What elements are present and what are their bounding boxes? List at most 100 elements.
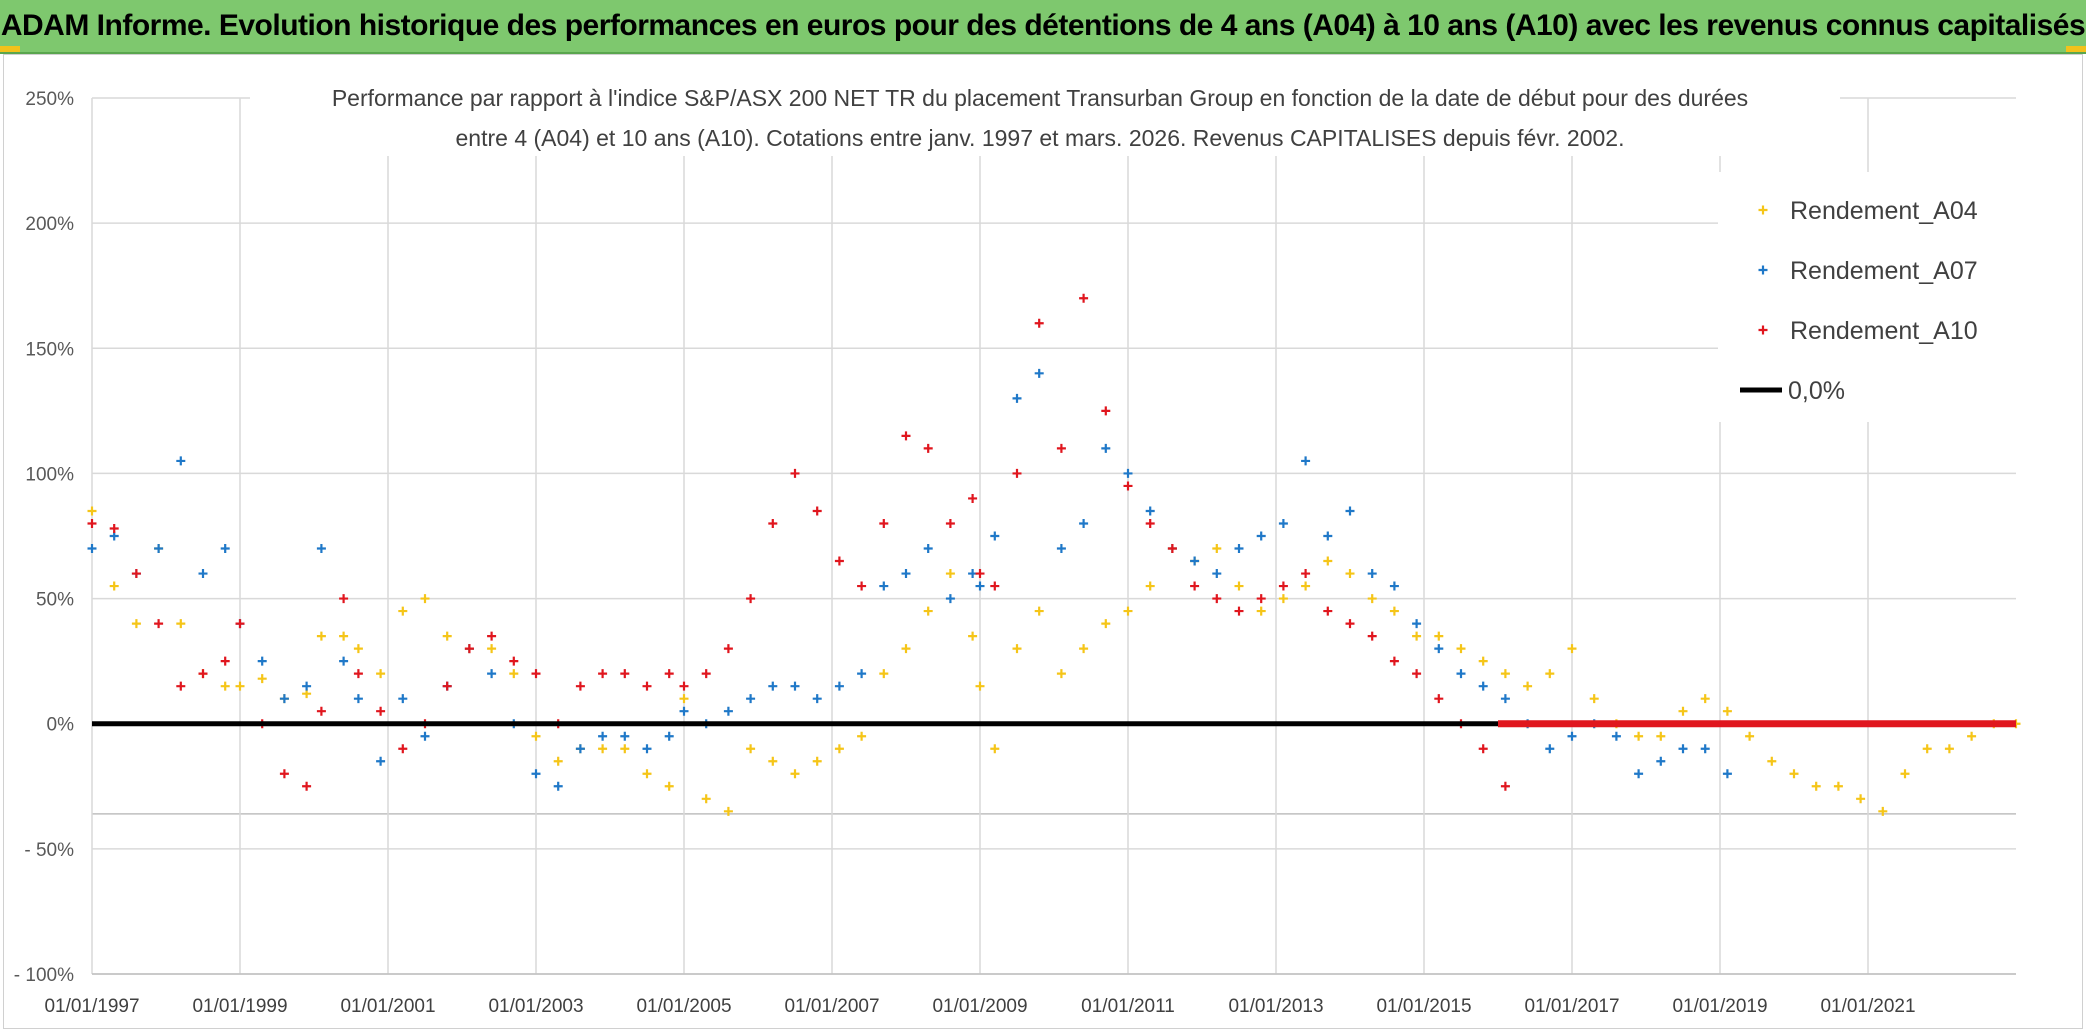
chart-frame <box>3 54 2083 1029</box>
banner-corner-left <box>0 46 20 52</box>
point-rendement-a07 <box>790 681 800 691</box>
point-rendement-a10 <box>975 569 985 579</box>
point-rendement-a04 <box>1212 544 1222 554</box>
point-rendement-a10 <box>1478 744 1488 754</box>
point-rendement-a10 <box>679 681 689 691</box>
point-rendement-a04 <box>1767 756 1777 766</box>
x-tick-label: 01/01/1997 <box>44 996 139 1017</box>
point-rendement-a04 <box>87 506 97 516</box>
x-tick-label: 01/01/2017 <box>1524 996 1619 1017</box>
point-rendement-a04 <box>1589 694 1599 704</box>
point-rendement-a04 <box>679 694 689 704</box>
point-rendement-a07 <box>339 656 349 666</box>
point-rendement-a07 <box>1500 694 1510 704</box>
point-rendement-a07 <box>746 694 756 704</box>
point-rendement-a04 <box>1878 806 1888 816</box>
point-rendement-a04 <box>176 619 186 629</box>
point-rendement-a04 <box>1101 619 1111 629</box>
point-rendement-a10 <box>1500 781 1510 791</box>
legend-marker-rendement-a10 <box>1758 325 1768 335</box>
point-rendement-a10 <box>945 518 955 528</box>
point-rendement-a04 <box>1367 594 1377 604</box>
point-rendement-a04 <box>1700 694 1710 704</box>
point-rendement-a07 <box>923 544 933 554</box>
point-rendement-a04 <box>235 681 245 691</box>
point-rendement-a07 <box>220 544 230 554</box>
point-rendement-a04 <box>1656 731 1666 741</box>
point-rendement-a07 <box>109 531 119 541</box>
point-rendement-a10 <box>1167 544 1177 554</box>
point-rendement-a07 <box>1345 506 1355 516</box>
point-rendement-a10 <box>575 681 585 691</box>
point-rendement-a10 <box>923 443 933 453</box>
point-rendement-a10 <box>1434 694 1444 704</box>
legend-label-rendement-a10: Rendement_A10 <box>1790 317 1978 345</box>
point-rendement-a07 <box>1278 518 1288 528</box>
point-rendement-a10 <box>176 681 186 691</box>
x-tick-label: 01/01/2009 <box>932 996 1027 1017</box>
point-rendement-a04 <box>487 644 497 654</box>
point-rendement-a07 <box>1301 456 1311 466</box>
point-rendement-a10 <box>990 581 1000 591</box>
point-rendement-a07 <box>1323 531 1333 541</box>
point-rendement-a07 <box>1434 644 1444 654</box>
point-rendement-a04 <box>901 644 911 654</box>
point-rendement-a10 <box>812 506 822 516</box>
point-rendement-a10 <box>376 706 386 716</box>
point-rendement-a07 <box>901 569 911 579</box>
point-rendement-a04 <box>1234 581 1244 591</box>
point-rendement-a04 <box>1545 669 1555 679</box>
point-rendement-a10 <box>1012 468 1022 478</box>
x-tick-label: 01/01/2013 <box>1228 996 1323 1017</box>
point-rendement-a07 <box>302 681 312 691</box>
point-rendement-a10 <box>1034 318 1044 328</box>
point-rendement-a04 <box>131 619 141 629</box>
point-rendement-a07 <box>376 756 386 766</box>
legend-label-0-0-: 0,0% <box>1788 377 1845 405</box>
point-rendement-a10 <box>1079 293 1089 303</box>
point-rendement-a07 <box>279 694 289 704</box>
point-rendement-a04 <box>1301 581 1311 591</box>
point-rendement-a07 <box>1234 544 1244 554</box>
point-rendement-a04 <box>1567 644 1577 654</box>
point-rendement-a10 <box>316 706 326 716</box>
point-rendement-a07 <box>1678 744 1688 754</box>
point-rendement-a10 <box>790 468 800 478</box>
point-rendement-a10 <box>1323 606 1333 616</box>
point-rendement-a04 <box>1079 644 1089 654</box>
point-rendement-a04 <box>1434 631 1444 641</box>
point-rendement-a04 <box>975 681 985 691</box>
point-rendement-a10 <box>220 656 230 666</box>
point-rendement-a10 <box>1256 594 1266 604</box>
point-rendement-a07 <box>353 694 363 704</box>
point-rendement-a04 <box>1856 794 1866 804</box>
point-rendement-a07 <box>257 656 267 666</box>
point-rendement-a07 <box>1190 556 1200 566</box>
point-rendement-a07 <box>1145 506 1155 516</box>
point-rendement-a07 <box>879 581 889 591</box>
point-rendement-a07 <box>1478 681 1488 691</box>
series-rendement-a04 <box>87 506 2021 816</box>
point-rendement-a10 <box>339 594 349 604</box>
point-rendement-a04 <box>302 689 312 699</box>
point-rendement-a10 <box>746 594 756 604</box>
point-rendement-a04 <box>1922 744 1932 754</box>
point-rendement-a04 <box>553 756 563 766</box>
point-rendement-a04 <box>1500 669 1510 679</box>
point-rendement-a04 <box>857 731 867 741</box>
chart-legend: Rendement_A04 Rendement_A07 Rendement_A10 0… <box>1718 172 2018 422</box>
point-rendement-a04 <box>531 731 541 741</box>
x-tick-label: 01/01/2001 <box>340 996 435 1017</box>
point-rendement-a10 <box>857 581 867 591</box>
y-tick-label: 0% <box>47 715 75 736</box>
point-rendement-a07 <box>1123 468 1133 478</box>
report-title: ADAM Informe. Evolution historique des p… <box>0 9 2086 42</box>
point-rendement-a04 <box>945 569 955 579</box>
point-rendement-a07 <box>723 706 733 716</box>
point-rendement-a04 <box>1323 556 1333 566</box>
point-rendement-a10 <box>834 556 844 566</box>
chart-title-line-1: Performance par rapport à l'indice S&P/A… <box>332 85 1748 111</box>
point-rendement-a04 <box>1123 606 1133 616</box>
point-rendement-a04 <box>923 606 933 616</box>
